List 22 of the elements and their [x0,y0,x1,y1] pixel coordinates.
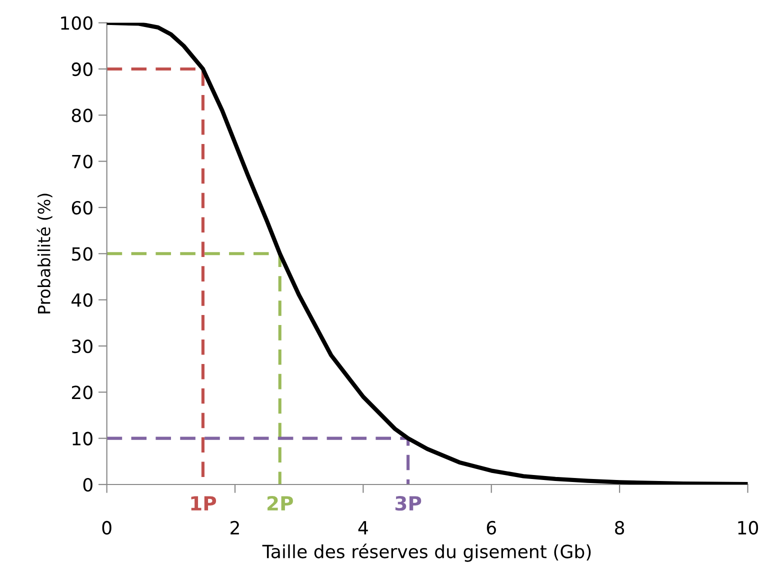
x-tick-label: 4 [358,521,368,534]
x-tick-label: 8 [615,520,624,535]
x-tick-label: 0 [102,520,112,535]
y-tick-label: 90 [72,62,92,76]
y-tick-label: 50 [72,247,92,261]
y-tick-label: 20 [72,386,92,400]
y-tick-label: 80 [72,108,92,122]
x-tick-label: 6 [486,520,496,535]
x-axis-title: Taille des réserves du gisement (Gb) [262,544,591,562]
y-tick-label: 10 [72,432,92,446]
y-tick-label: 0 [83,478,92,492]
y-tick-label: 60 [72,200,92,215]
y-tick-label: 100 [61,16,92,30]
y-tick-label: 40 [72,293,92,307]
x-tick-label: 10 [738,520,758,535]
annotation: 1P [191,496,216,510]
y-tick-label: 30 [72,339,92,354]
annotation: 3P [395,496,422,511]
y-tick-label: 70 [72,154,92,168]
x-tick-label: 2 [230,520,239,534]
y-axis-title: Probabilité (%) [36,194,52,314]
annotation: 2P [268,496,293,510]
